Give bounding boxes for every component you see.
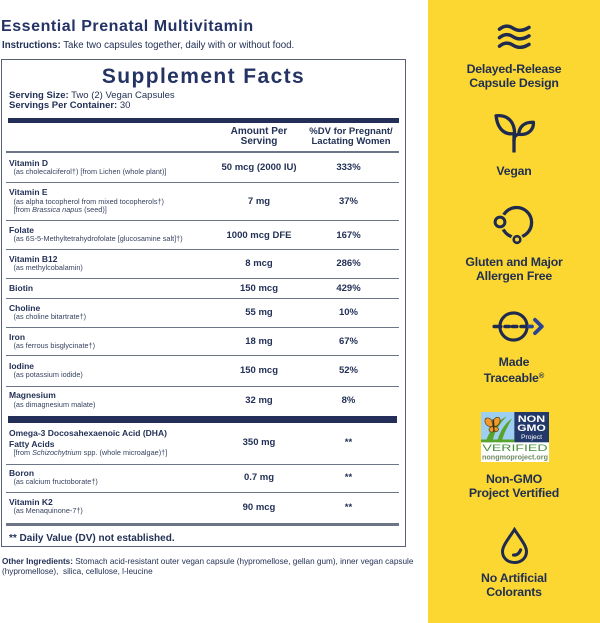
svg-text:GMO: GMO — [517, 423, 546, 434]
svg-text:Project: Project — [521, 434, 542, 441]
svg-text:VERIFIED: VERIFIED — [482, 443, 547, 454]
svg-text:NON: NON — [517, 413, 545, 424]
svg-text:nongmoproject.org: nongmoproject.org — [482, 452, 548, 461]
